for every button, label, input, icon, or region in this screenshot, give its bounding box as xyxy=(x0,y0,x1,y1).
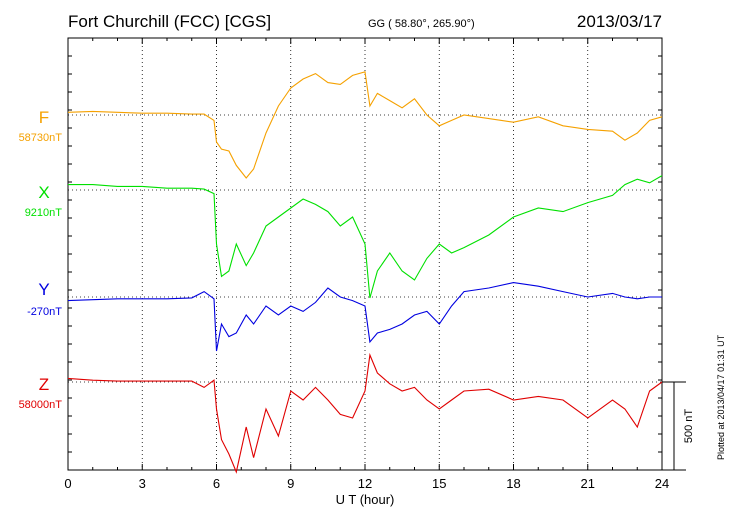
x-axis-label: U T (hour) xyxy=(336,492,395,507)
series-line-f xyxy=(67,71,663,179)
scale-bar-label: 500 nT xyxy=(683,409,695,444)
series-line-y xyxy=(67,282,662,352)
x-tick-label: 24 xyxy=(655,476,669,491)
x-tick-label: 15 xyxy=(432,476,446,491)
x-tick-label: 3 xyxy=(139,476,146,491)
x-tick-label: 18 xyxy=(506,476,520,491)
station-coordinates: GG ( 58.80°, 265.90°) xyxy=(368,18,475,30)
x-tick-label: 0 xyxy=(64,476,71,491)
series-name-f: F xyxy=(39,108,49,127)
station-title: Fort Churchill (FCC) [CGS] xyxy=(68,12,272,31)
series-baseline-z: 58000nT xyxy=(19,399,63,411)
x-tick-label: 9 xyxy=(287,476,294,491)
plotted-timestamp: Plotted at 2013/04/17 01:31 UT xyxy=(716,334,726,460)
series-name-z: Z xyxy=(39,375,49,394)
x-tick-label: 12 xyxy=(358,476,372,491)
series-line-z xyxy=(67,352,663,474)
series-baseline-f: 58730nT xyxy=(19,132,63,144)
x-tick-label: 6 xyxy=(213,476,220,491)
series-baseline-x: 9210nT xyxy=(25,207,63,219)
chart-date: 2013/03/17 xyxy=(576,12,662,31)
series-name-y: Y xyxy=(38,280,49,299)
series-name-x: X xyxy=(38,183,49,202)
series-baseline-y: -270nT xyxy=(27,306,62,318)
x-tick-label: 21 xyxy=(581,476,595,491)
series-line-x xyxy=(68,175,663,299)
